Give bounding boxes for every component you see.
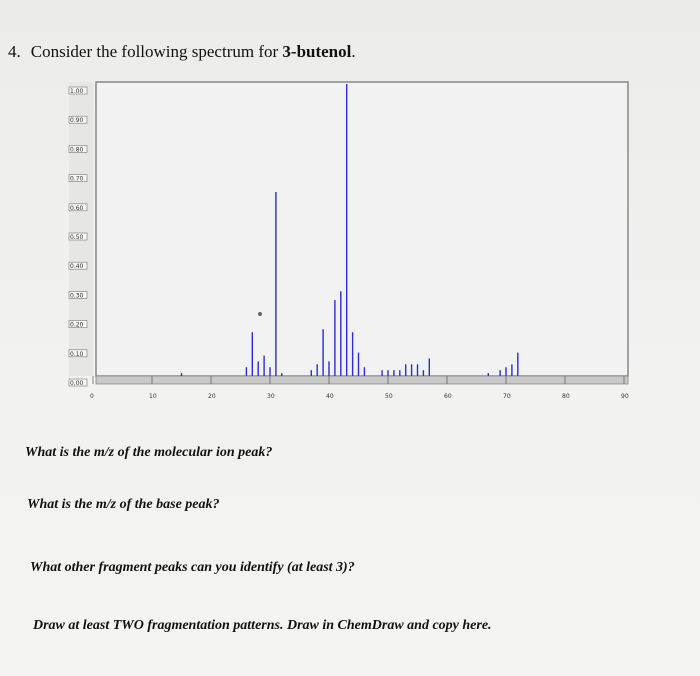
pen-mark [258,312,262,316]
y-tick-label: 0.20 [70,322,84,329]
y-tick-label: 0.00 [70,380,84,387]
y-tick-box [68,291,88,299]
x-tick-label: 10 [149,393,157,400]
y-tick-label: 0.80 [70,146,84,153]
y-tick-box [68,174,88,182]
fragmentation-question: Draw at least TWO fragmentation patterns… [33,618,492,633]
y-tick-label: 0.70 [70,176,84,183]
x-tick-label: 80 [562,393,570,400]
x-tick-label: 60 [444,393,452,400]
y-tick-box [68,232,88,241]
question-number: 4. [8,42,21,61]
y-tick-box [68,115,88,124]
y-tick-label: 0.50 [70,234,84,241]
y-tick-box [68,203,88,212]
y-tick-label: 0.60 [70,205,84,212]
y-tick-label: 0.40 [70,263,84,270]
x-tick-label: 90 [621,393,629,400]
compound-name: 3-butenol [282,42,352,61]
y-tick-box [68,261,88,270]
y-tick-box [68,349,88,358]
base-peak-question: What is the m/z of the base peak? [27,497,220,512]
question-text: Consider the following spectrum for [30,42,283,61]
y-tick-box [68,86,88,95]
y-tick-box [68,145,88,153]
x-tick-label: 20 [208,393,216,400]
y-tick-label: 0.10 [70,351,84,358]
molecular-ion-question: What is the m/z of the molecular ion pea… [25,445,273,460]
question-heading: 4. Consider the following spectrum for 3-… [8,42,356,62]
fragment-peaks-question: What other fragment peaks can you identi… [30,560,355,575]
y-tick-label: 0.90 [70,117,84,124]
y-axis-band [69,82,93,376]
x-tick-label: 40 [326,393,334,400]
x-tick-label: 30 [267,393,275,400]
x-axis-band [95,375,629,385]
y-tick-label: 0.30 [70,292,84,299]
x-tick-label: 0 [90,393,94,400]
x-tick-label: 50 [385,393,393,400]
y-tick-box [68,320,88,328]
y-tick-label: 1.00 [70,88,84,95]
x-tick-label: 70 [503,393,511,400]
mass-spectrum-chart: 0.00 0.10 0.20 0.30 0.40 0.50 0.60 0.70 0.80 0.90… [68,81,629,400]
plot-frame [95,81,629,377]
y-tick-box [68,378,88,387]
question-period: . [351,42,356,61]
